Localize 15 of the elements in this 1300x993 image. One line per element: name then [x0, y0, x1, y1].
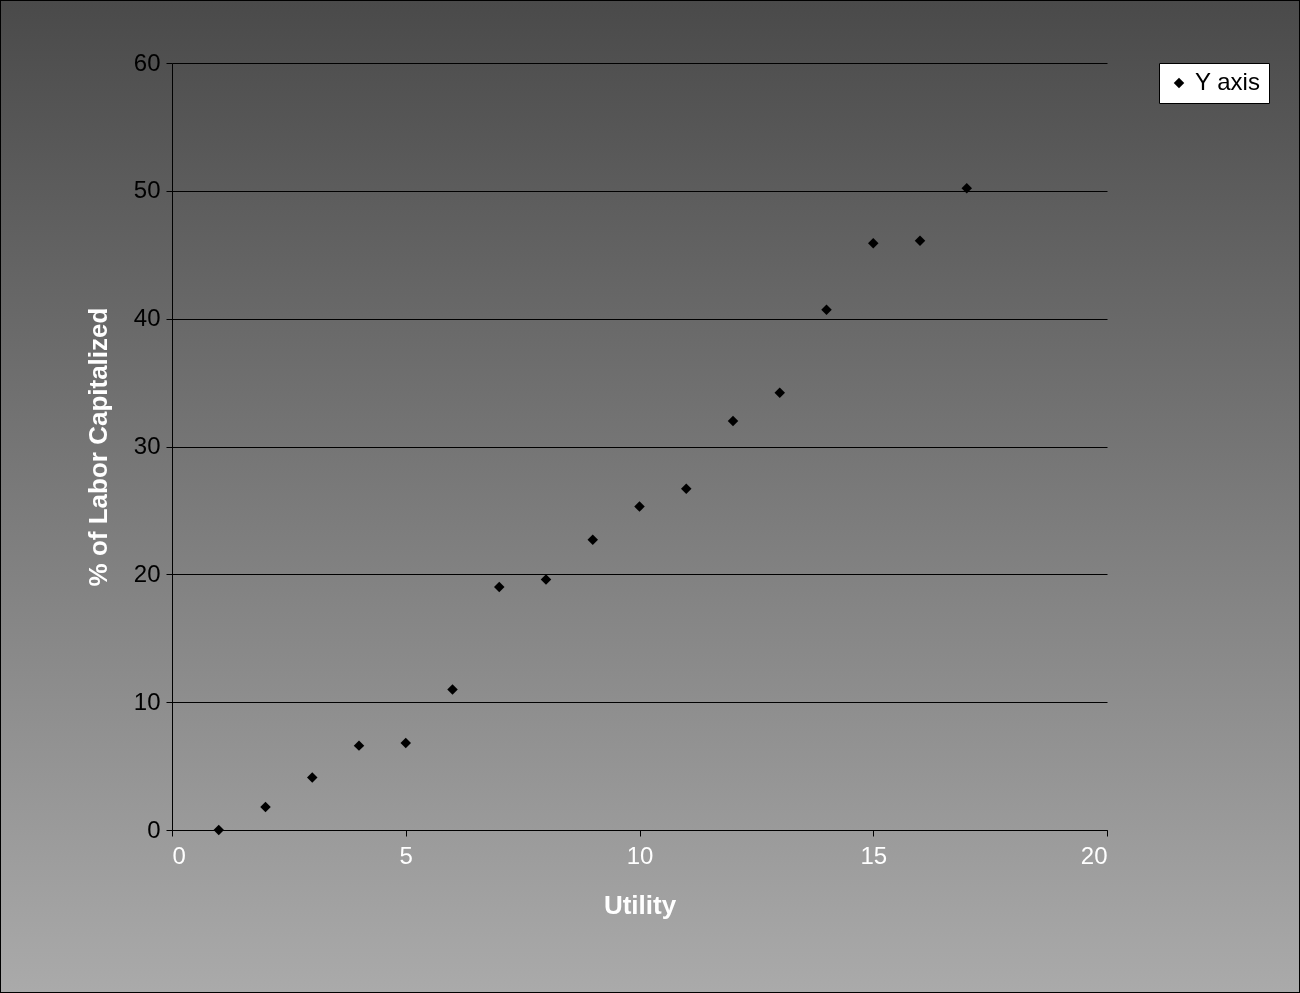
y-tick-label: 20: [133, 559, 161, 587]
y-axis-title: % of Labor Capitalized: [82, 307, 113, 587]
y-tick-label: 60: [133, 48, 161, 76]
x-tick-label: 20: [1080, 841, 1108, 869]
y-tick-label: 40: [133, 304, 161, 332]
x-tick-label: 0: [172, 841, 186, 869]
x-tick-label: 10: [626, 841, 654, 869]
x-tick-label: 15: [860, 841, 888, 869]
legend-label: Y axis: [1195, 68, 1260, 95]
y-tick-label: 10: [133, 687, 161, 715]
y-tick-label: 30: [133, 432, 161, 459]
x-axis-title: Utility: [603, 889, 677, 920]
y-tick-label: 0: [147, 815, 161, 843]
y-tick-label: 50: [133, 176, 161, 204]
x-tick-label: 5: [399, 841, 413, 869]
